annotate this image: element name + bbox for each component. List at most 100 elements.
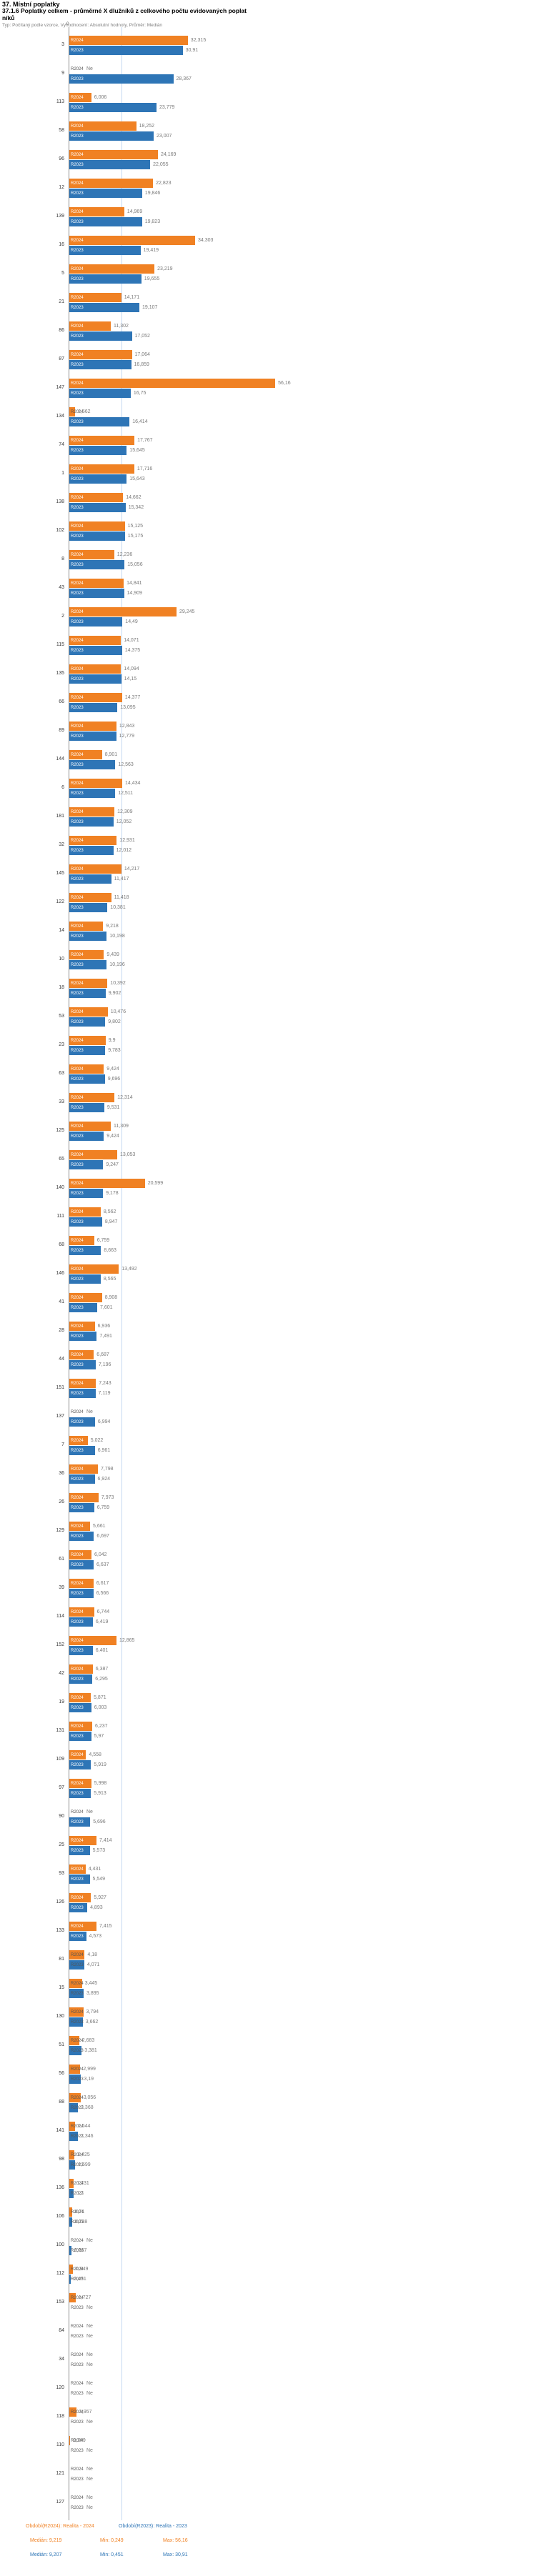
r2023-bar[interactable] <box>69 46 183 55</box>
r2023-bar[interactable] <box>69 903 108 912</box>
r2023-bar[interactable] <box>69 789 116 798</box>
r2023-bar[interactable] <box>69 1589 94 1598</box>
r2024-bar[interactable] <box>69 93 91 102</box>
r2024-bar[interactable] <box>69 950 104 959</box>
r2023-bar[interactable] <box>69 1560 94 1569</box>
r2023-bar[interactable] <box>69 1903 88 1912</box>
r2024-bar[interactable] <box>69 1693 91 1702</box>
r2024-bar[interactable] <box>69 1350 94 1359</box>
r2024-bar[interactable] <box>69 1264 119 1274</box>
r2023-bar[interactable] <box>69 989 106 998</box>
r2024-bar[interactable] <box>69 807 115 817</box>
r2023-bar[interactable] <box>69 389 131 398</box>
r2023-bar[interactable] <box>69 1189 104 1198</box>
r2023-bar[interactable] <box>69 1017 106 1027</box>
r2024-bar[interactable] <box>69 893 111 902</box>
r2024-bar[interactable] <box>69 1007 108 1017</box>
r2024-bar[interactable] <box>69 436 135 445</box>
r2023-bar[interactable] <box>69 531 125 541</box>
r2023-bar[interactable] <box>69 1760 91 1769</box>
r2023-bar[interactable] <box>69 2075 81 2084</box>
r2023-bar[interactable] <box>69 1417 95 1427</box>
r2024-bar[interactable] <box>69 379 276 388</box>
r2023-bar[interactable] <box>69 732 116 741</box>
r2024-bar[interactable] <box>69 1979 82 1988</box>
r2024-bar[interactable] <box>69 207 124 216</box>
r2023-bar[interactable] <box>69 417 130 426</box>
r2024-bar[interactable] <box>69 750 102 759</box>
r2024-bar[interactable] <box>69 550 114 559</box>
r2024-bar[interactable] <box>69 1864 86 1874</box>
r2024-bar[interactable] <box>69 2407 76 2417</box>
r2024-bar[interactable] <box>69 979 108 988</box>
r2023-bar[interactable] <box>69 617 123 626</box>
r2024-bar[interactable] <box>69 350 132 359</box>
r2023-bar[interactable] <box>69 2189 74 2198</box>
r2023-bar[interactable] <box>69 446 127 455</box>
r2024-bar[interactable] <box>69 2065 81 2074</box>
r2023-bar[interactable] <box>69 1446 95 1455</box>
r2023-bar[interactable] <box>69 1274 101 1284</box>
r2023-bar[interactable] <box>69 1246 101 1255</box>
r2023-bar[interactable] <box>69 817 114 827</box>
r2023-bar[interactable] <box>69 2046 82 2055</box>
r2024-bar[interactable] <box>69 1093 115 1102</box>
r2023-bar[interactable] <box>69 474 127 484</box>
r2023-bar[interactable] <box>69 2017 83 2027</box>
r2023-bar[interactable] <box>69 1960 84 1970</box>
r2024-bar[interactable] <box>69 1550 91 1559</box>
r2023-bar[interactable] <box>69 703 118 712</box>
r2023-bar[interactable] <box>69 1703 91 1712</box>
r2024-bar[interactable] <box>69 1036 106 1045</box>
r2024-bar[interactable] <box>69 864 121 874</box>
r2023-bar[interactable] <box>69 1474 95 1484</box>
r2024-bar[interactable] <box>69 1064 104 1074</box>
r2023-bar[interactable] <box>69 1503 94 1512</box>
r2023-bar[interactable] <box>69 1160 104 1169</box>
r2024-bar[interactable] <box>69 1179 145 1188</box>
r2024-bar[interactable] <box>69 2207 72 2217</box>
r2023-bar[interactable] <box>69 1389 96 1398</box>
r2024-bar[interactable] <box>69 1236 94 1245</box>
r2023-bar[interactable] <box>69 646 122 655</box>
r2024-bar[interactable] <box>69 1207 101 1217</box>
r2023-bar[interactable] <box>69 760 116 769</box>
r2023-bar[interactable] <box>69 1074 105 1084</box>
r2024-bar[interactable] <box>69 1322 95 1331</box>
r2023-bar[interactable] <box>69 2103 79 2112</box>
r2023-bar[interactable] <box>69 960 107 969</box>
r2024-bar[interactable] <box>69 1379 96 1388</box>
r2024-bar[interactable] <box>69 521 125 531</box>
r2024-bar[interactable] <box>69 236 195 245</box>
r2023-bar[interactable] <box>69 2246 71 2255</box>
r2023-bar[interactable] <box>69 846 114 855</box>
r2023-bar[interactable] <box>69 1217 102 1227</box>
r2023-bar[interactable] <box>69 1617 93 1627</box>
r2024-bar[interactable] <box>69 2179 74 2188</box>
r2023-bar[interactable] <box>69 674 121 684</box>
r2024-bar[interactable] <box>69 1750 86 1759</box>
r2023-bar[interactable] <box>69 1874 90 1884</box>
r2024-bar[interactable] <box>69 179 154 188</box>
r2024-bar[interactable] <box>69 1493 99 1502</box>
r2024-bar[interactable] <box>69 1664 93 1674</box>
r2023-bar[interactable] <box>69 131 154 141</box>
r2024-bar[interactable] <box>69 2293 76 2302</box>
r2023-bar[interactable] <box>69 246 141 255</box>
r2023-bar[interactable] <box>69 1532 94 1541</box>
r2023-bar[interactable] <box>69 2132 78 2141</box>
r2023-bar[interactable] <box>69 560 125 569</box>
r2023-bar[interactable] <box>69 1732 91 1741</box>
r2023-bar[interactable] <box>69 2275 71 2284</box>
r2023-bar[interactable] <box>69 160 151 169</box>
r2023-bar[interactable] <box>69 274 142 284</box>
r2023-bar[interactable] <box>69 1132 104 1141</box>
r2024-bar[interactable] <box>69 836 117 845</box>
r2023-bar[interactable] <box>69 1817 91 1827</box>
r2024-bar[interactable] <box>69 2265 73 2274</box>
r2024-bar[interactable] <box>69 1150 117 1159</box>
r2023-bar[interactable] <box>69 217 142 226</box>
r2024-bar[interactable] <box>69 1722 92 1731</box>
r2024-bar[interactable] <box>69 1122 111 1131</box>
r2024-bar[interactable] <box>69 264 155 274</box>
